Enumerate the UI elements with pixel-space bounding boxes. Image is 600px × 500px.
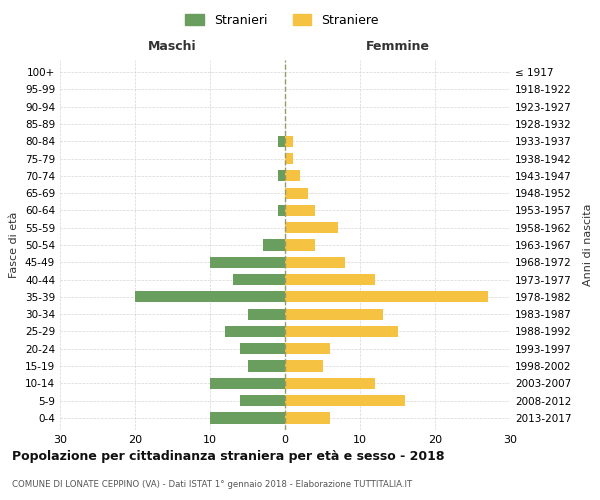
Bar: [285, 170, 300, 181]
Bar: [285, 222, 337, 234]
Y-axis label: Fasce di età: Fasce di età: [10, 212, 19, 278]
Bar: [210, 412, 285, 424]
Bar: [285, 153, 293, 164]
Bar: [277, 205, 285, 216]
Bar: [240, 343, 285, 354]
Y-axis label: Anni di nascita: Anni di nascita: [583, 204, 593, 286]
Bar: [285, 274, 375, 285]
Bar: [263, 240, 285, 250]
Bar: [248, 308, 285, 320]
Bar: [277, 170, 285, 181]
Text: Popolazione per cittadinanza straniera per età e sesso - 2018: Popolazione per cittadinanza straniera p…: [12, 450, 445, 463]
Bar: [285, 308, 383, 320]
Bar: [277, 136, 285, 147]
Bar: [135, 291, 285, 302]
Bar: [285, 291, 487, 302]
Bar: [285, 256, 345, 268]
Bar: [285, 136, 293, 147]
Bar: [285, 378, 375, 389]
Bar: [285, 326, 398, 337]
Bar: [285, 360, 323, 372]
Bar: [285, 240, 315, 250]
Text: Femmine: Femmine: [365, 40, 430, 53]
Legend: Stranieri, Straniere: Stranieri, Straniere: [180, 8, 384, 32]
Bar: [285, 343, 330, 354]
Text: Maschi: Maschi: [148, 40, 197, 53]
Text: COMUNE DI LONATE CEPPINO (VA) - Dati ISTAT 1° gennaio 2018 - Elaborazione TUTTIT: COMUNE DI LONATE CEPPINO (VA) - Dati IST…: [12, 480, 412, 489]
Bar: [225, 326, 285, 337]
Bar: [285, 412, 330, 424]
Bar: [210, 256, 285, 268]
Bar: [285, 188, 308, 198]
Bar: [233, 274, 285, 285]
Bar: [240, 395, 285, 406]
Bar: [285, 395, 405, 406]
Bar: [248, 360, 285, 372]
Bar: [210, 378, 285, 389]
Bar: [285, 205, 315, 216]
